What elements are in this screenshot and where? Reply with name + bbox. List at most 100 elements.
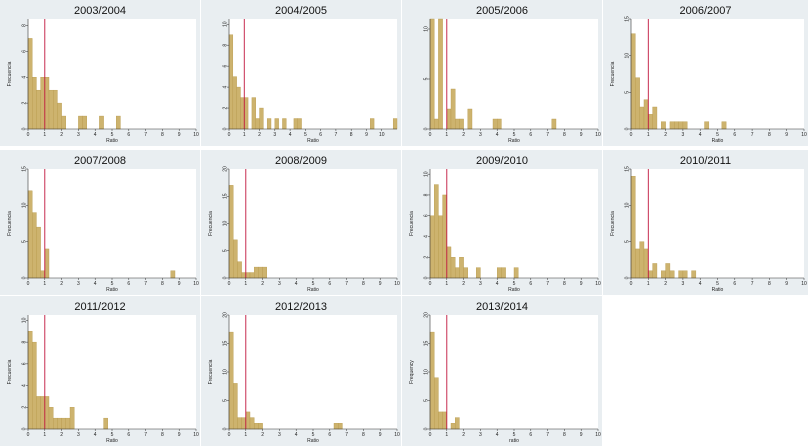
plot-area [631,169,804,278]
x-tick-label: 5 [513,432,516,438]
histogram-bar [721,121,727,130]
y-axis-label: Frecuencia [208,359,214,384]
x-tick-label: 7 [144,281,147,287]
x-tick-label: 1 [647,281,650,287]
histogram-bar [674,121,679,130]
x-tick-label: 7 [144,432,147,438]
histogram-bar [513,267,519,279]
panel-title: 2012/2013 [275,301,327,313]
histogram-panel: 2008/2009 0 1 2 3 4 5 6 7 8 9 10 0 5 10 15 20 Ratio Frecue… [201,150,401,295]
x-tick-label: 10 [595,432,601,438]
x-tick-label: 2 [258,132,261,138]
x-tick-label: 4 [699,132,702,138]
x-tick-label: 8 [563,132,566,138]
x-tick-label: 0 [228,432,231,438]
histogram-bar [170,270,176,279]
histogram-bar [61,115,66,130]
histogram-bar [254,266,259,279]
histogram-bar [57,417,62,430]
histogram-svg: 2011/2012 0 1 2 3 4 5 6 7 8 9 10 0 2 4 6 8 10 Ratio Frecuen… [7,301,199,444]
x-tick-label: 2 [261,432,264,438]
x-tick-label: 7 [546,432,549,438]
histogram-bar [44,248,50,279]
y-tick-label: 10 [625,202,631,208]
y-tick-label: 10 [424,26,430,32]
plot-area [631,19,804,129]
y-tick-label: 6 [22,50,28,53]
x-tick-label: 4 [295,432,298,438]
histogram-bar [492,118,498,130]
histogram-svg: 2003/2004 0 1 2 3 4 5 6 7 8 9 10 0 2 4 6 8 Ratio Frecuenci… [7,5,199,144]
x-tick-label: 1 [43,281,46,287]
histogram-bar [40,396,45,430]
x-tick-label: 4 [496,432,499,438]
x-tick-label: 9 [580,432,583,438]
histogram-bar [228,185,234,279]
histogram-bar [258,266,263,279]
x-tick-label: 4 [94,132,97,138]
y-axis-label: Frecuencia [208,211,214,236]
x-tick-label: 8 [161,281,164,287]
x-tick-label: 2 [60,432,63,438]
histogram-svg: 2007/2008 0 1 2 3 4 5 6 7 8 9 10 0 5 10 15 Ratio Frecuenc… [7,155,199,293]
histogram-panel: 2013/2014 0 1 2 3 4 5 6 7 8 9 10 0 5 10 15 20 ratio Freque… [402,296,602,446]
panel-title: 2011/2012 [74,301,125,313]
x-tick-label: 3 [479,432,482,438]
histogram-bar [639,241,645,279]
y-axis-label: Frequency [409,360,415,384]
histogram-bar [652,106,658,130]
histogram-bar [665,263,671,279]
x-tick-label: 10 [801,281,807,287]
y-tick-label: 0 [424,276,430,279]
histogram-bar [262,266,267,279]
histogram-bar [501,267,506,279]
x-tick-label: 6 [127,132,130,138]
histogram-bar [643,248,649,279]
plot-area [229,19,397,129]
y-tick-label: 4 [223,85,229,88]
histogram-panel: 2007/2008 0 1 2 3 4 5 6 7 8 9 10 0 5 10 15 Ratio Frecuenc… [0,150,200,295]
x-axis-label: Ratio [307,287,319,293]
y-tick-label: 10 [223,369,229,375]
histogram-svg: 2010/2011 0 1 2 3 4 5 6 7 8 9 10 0 5 10 15 Ratio Frecuenc… [610,155,807,293]
histogram-bar [643,99,649,130]
x-tick-label: 8 [362,281,365,287]
histogram-bar [434,118,439,130]
y-tick-label: 0 [22,427,28,430]
y-tick-label: 4 [22,76,28,79]
x-tick-label: 5 [716,281,719,287]
y-axis-label: Frecuencia [7,211,13,236]
x-tick-label: 4 [295,281,298,287]
histogram-bar [240,97,245,130]
histogram-bar [496,267,502,279]
histogram-bar [61,417,66,430]
x-tick-label: 2 [462,281,465,287]
histogram-bar [496,118,502,130]
x-tick-label: 1 [43,432,46,438]
histogram-panel: 2010/2011 0 1 2 3 4 5 6 7 8 9 10 0 5 10 15 Ratio Frecuenc… [603,150,808,295]
x-tick-label: 4 [289,132,292,138]
histogram-bar [661,270,666,279]
x-tick-label: 1 [244,281,247,287]
x-tick-label: 0 [228,281,231,287]
histogram-bar [65,417,71,430]
histogram-bar [244,97,249,130]
y-tick-label: 2 [22,102,28,105]
y-tick-label: 4 [424,235,430,238]
x-tick-label: 6 [733,281,736,287]
histogram-bar [36,396,41,430]
y-tick-label: 10 [424,171,430,177]
histogram-bar [236,86,241,130]
x-tick-label: 0 [429,281,432,287]
y-tick-label: 15 [625,166,631,172]
x-tick-label: 6 [127,281,130,287]
plot-area [229,315,397,429]
y-axis-label: Frecuencia [409,211,415,236]
x-tick-label: 3 [479,281,482,287]
y-tick-label: 0 [625,276,631,279]
histogram-bar [450,88,456,130]
x-tick-label: 3 [273,132,276,138]
histogram-bar [254,423,259,430]
histogram-bar [249,272,255,279]
histogram-bar [635,77,640,130]
